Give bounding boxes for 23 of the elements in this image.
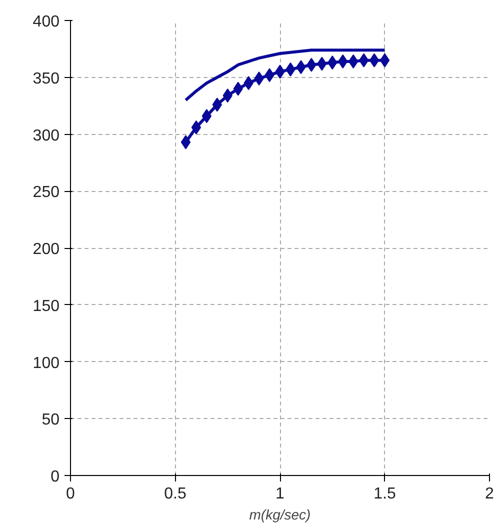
point xyxy=(180,135,191,150)
x-tick-label: 2 xyxy=(485,486,494,502)
point xyxy=(380,53,390,68)
y-tick-label: 200 xyxy=(32,241,60,258)
y-tick-label: 300 xyxy=(32,127,60,144)
x-tick-label: 0.5 xyxy=(164,486,186,502)
y-tick-label: 250 xyxy=(32,184,60,202)
y-tick-label: 0 xyxy=(50,468,60,486)
x-tick-label: 0 xyxy=(66,486,76,502)
point xyxy=(369,53,380,68)
y-tick-label: 350 xyxy=(32,70,60,88)
x-tick-label: 1.5 xyxy=(374,486,396,502)
x-tick-label: 1 xyxy=(276,486,285,502)
x-axis-title: m(kg/sec) xyxy=(249,506,311,522)
y-tick-label: 400 xyxy=(32,14,60,30)
line-series xyxy=(184,48,386,102)
point xyxy=(191,120,202,134)
y-tick-label: 50 xyxy=(42,412,60,429)
point xyxy=(348,54,358,68)
point xyxy=(358,53,369,68)
y-tick-label: 100 xyxy=(32,354,60,372)
point xyxy=(202,109,212,124)
y-tick-label: 150 xyxy=(32,298,60,315)
